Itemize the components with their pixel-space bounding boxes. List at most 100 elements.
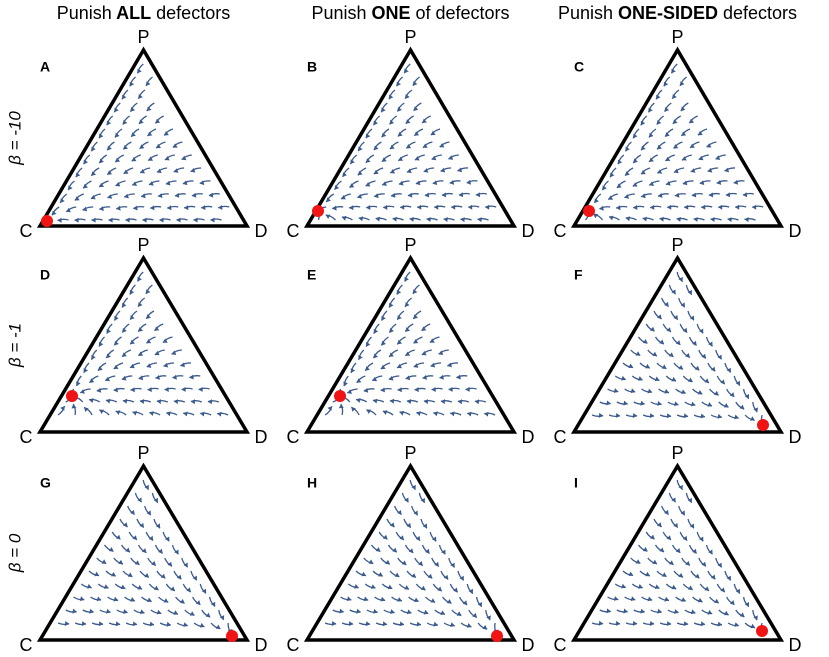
arrowhead [734,622,739,627]
arrowhead [448,386,453,392]
arrowhead [456,374,461,380]
arrowhead [723,403,729,408]
arrowhead [680,81,685,86]
arrowhead [365,366,370,371]
arrowhead [416,621,421,627]
arrowhead [358,216,364,222]
arrowhead [153,585,159,590]
arrowhead [606,608,611,614]
arrowhead [358,355,363,360]
arrowhead [98,621,104,627]
arrowhead [408,192,413,198]
vertex-label: P [404,443,416,463]
arrowhead [430,362,436,368]
arrowhead [421,350,427,356]
arrowhead [57,217,62,223]
arrowhead [392,547,397,553]
arrowhead [687,289,692,295]
panel-letter: G [40,475,51,491]
arrowhead [671,497,676,503]
arrowhead [682,327,688,333]
arrowhead [430,338,435,343]
arrowhead [689,523,694,529]
arrowhead [154,350,160,356]
arrowhead [361,571,366,577]
arrowhead [372,376,378,382]
arrowhead [99,182,104,187]
arrowhead [684,204,689,210]
arrowhead [726,575,731,581]
arrowhead [166,621,171,627]
arrowhead [123,522,128,527]
arrowhead [99,409,104,414]
simplex [36,46,251,228]
arrowhead [380,596,386,602]
arrowhead [668,352,674,357]
arrowhead [638,584,643,589]
arrowhead [151,560,156,566]
arrowhead [60,406,65,411]
arrowhead [382,534,388,540]
arrowhead [707,609,713,615]
arrowhead [599,620,604,626]
arrowhead [389,352,394,357]
arrowhead [422,375,427,380]
arrowhead [482,624,488,630]
vertex-label: P [404,27,416,47]
arrowhead [375,547,381,552]
arrowhead [640,608,645,614]
arrowhead [140,609,145,615]
arrowhead [83,183,88,189]
arrowhead [716,180,722,185]
arrowhead [205,612,211,618]
arrowhead [628,571,634,577]
arrowhead [673,144,679,149]
arrowhead [616,620,621,626]
arrowhead [138,351,144,356]
arrowhead [156,143,161,149]
arrowhead [348,621,354,627]
arrowhead [681,131,687,136]
equilibrium-dot [491,630,503,642]
arrowhead [164,131,169,136]
arrowhead [366,342,371,347]
arrowhead [124,193,129,199]
arrowhead [139,522,144,528]
panel-letter: F [574,267,583,283]
arrowhead [108,547,114,552]
arrowhead [657,608,662,614]
arrowhead [138,375,144,381]
arrowhead [683,621,689,627]
arrowhead [357,170,363,176]
arrowhead [439,143,445,148]
vertex-label: D [789,635,802,655]
arrowhead [368,559,374,564]
arrowhead [66,207,71,213]
arrowhead [724,610,729,616]
arrowhead [134,560,140,565]
arrowhead [440,167,446,173]
arrowhead [666,621,672,626]
arrowhead [149,411,154,416]
arrowhead [659,547,665,552]
vertex-label: P [137,235,149,255]
arrowhead [373,328,379,334]
arrowhead [201,205,206,211]
arrowhead [201,588,207,594]
arrowhead [450,562,455,568]
arrowhead [739,404,745,410]
arrowhead [98,341,104,347]
arrowhead [176,217,181,223]
arrowhead [423,143,428,148]
arrowhead [665,132,670,137]
arrowhead [672,94,677,99]
arrowhead [632,182,638,187]
arrowhead [714,390,719,396]
arrowhead [466,179,471,185]
arrowhead [405,302,410,307]
arrowhead [692,340,697,346]
arrowhead [688,377,693,382]
arrowhead [132,410,137,416]
arrowhead [750,416,755,421]
